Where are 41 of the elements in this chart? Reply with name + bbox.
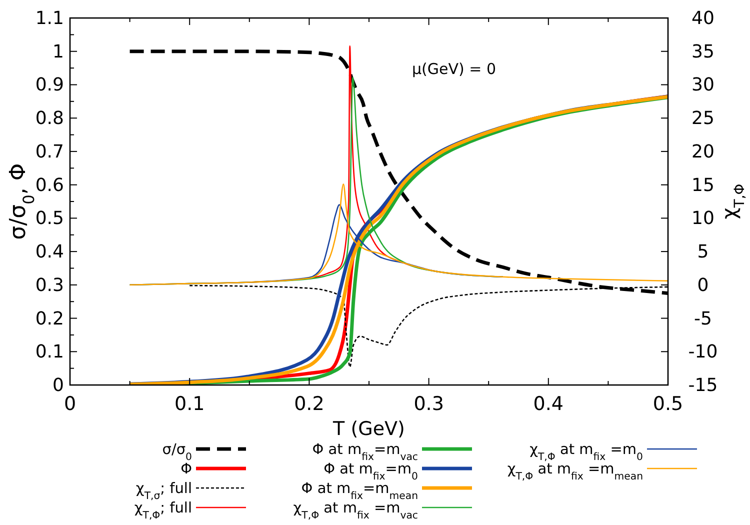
legend-label: χ$_{T,Φ}$ at m$_{fix}$ =m$_{0}$ xyxy=(530,442,643,462)
y2-tick-label: -10 xyxy=(688,342,718,363)
y2-tick-label: 20 xyxy=(692,141,714,162)
y-tick-label: 0.2 xyxy=(35,308,64,330)
legend-label: Φ at m$_{fix}$=m$_{mean}$ xyxy=(301,481,418,502)
y-tick-label: 0.5 xyxy=(35,208,64,230)
legend-label: χ$_{T,σ}$; full xyxy=(136,481,192,502)
y-tick-label: 0 xyxy=(52,375,64,396)
legend-label: σ/σ$_{0}$ xyxy=(162,442,192,462)
y-tick-label: 1 xyxy=(52,41,64,62)
legend-label: χ$_{T,Φ}$ at m$_{fix}$ =m$_{vac}$ xyxy=(293,500,418,521)
y2-tick-label: 25 xyxy=(692,108,714,130)
y-tick-label: 0.4 xyxy=(35,242,64,263)
y2-tick-label: 10 xyxy=(692,208,714,230)
legend-label: χ$_{T,Φ}$; full xyxy=(134,500,192,521)
y2-tick-label: -5 xyxy=(694,308,712,330)
legend-label: Φ at m$_{fix}$=m$_{0}$ xyxy=(324,462,418,482)
y-tick-label: 0.6 xyxy=(35,174,64,196)
x-tick-label: 0.5 xyxy=(652,393,684,415)
y2-tick-label: 40 xyxy=(692,8,714,29)
y2-tick-label: 15 xyxy=(692,174,714,196)
legend-label: χ$_{T,Φ}$ at m$_{fix}$ =m$_{mean}$ xyxy=(507,462,643,482)
y2-tick-label: 30 xyxy=(692,74,714,96)
y2-tick-label: -15 xyxy=(688,375,718,396)
y-tick-label: 0.7 xyxy=(35,141,64,162)
x-axis-title: T (GeV) xyxy=(332,418,405,440)
y-tick-label: 0.8 xyxy=(35,108,64,130)
annotation: μ(GeV) = 0 xyxy=(412,60,496,78)
legend-label: Φ at m$_{fix}$=m$_{vac}$ xyxy=(312,442,418,462)
y2-tick-label: 5 xyxy=(697,242,709,263)
y2-tick-label: 35 xyxy=(692,41,714,62)
y2-tick-label: 0 xyxy=(697,274,709,296)
y-tick-label: 0.3 xyxy=(35,274,64,296)
x-tick-label: 0.3 xyxy=(414,393,444,415)
y-tick-label: 1.1 xyxy=(35,8,64,29)
y-tick-label: 0.1 xyxy=(35,342,64,363)
x-tick-label: 0.1 xyxy=(174,393,205,415)
x-tick-label: 0.2 xyxy=(294,393,324,415)
y-tick-label: 0.9 xyxy=(35,74,64,96)
x-tick-label: 0.4 xyxy=(533,393,564,415)
legend-label: Φ xyxy=(180,462,192,478)
